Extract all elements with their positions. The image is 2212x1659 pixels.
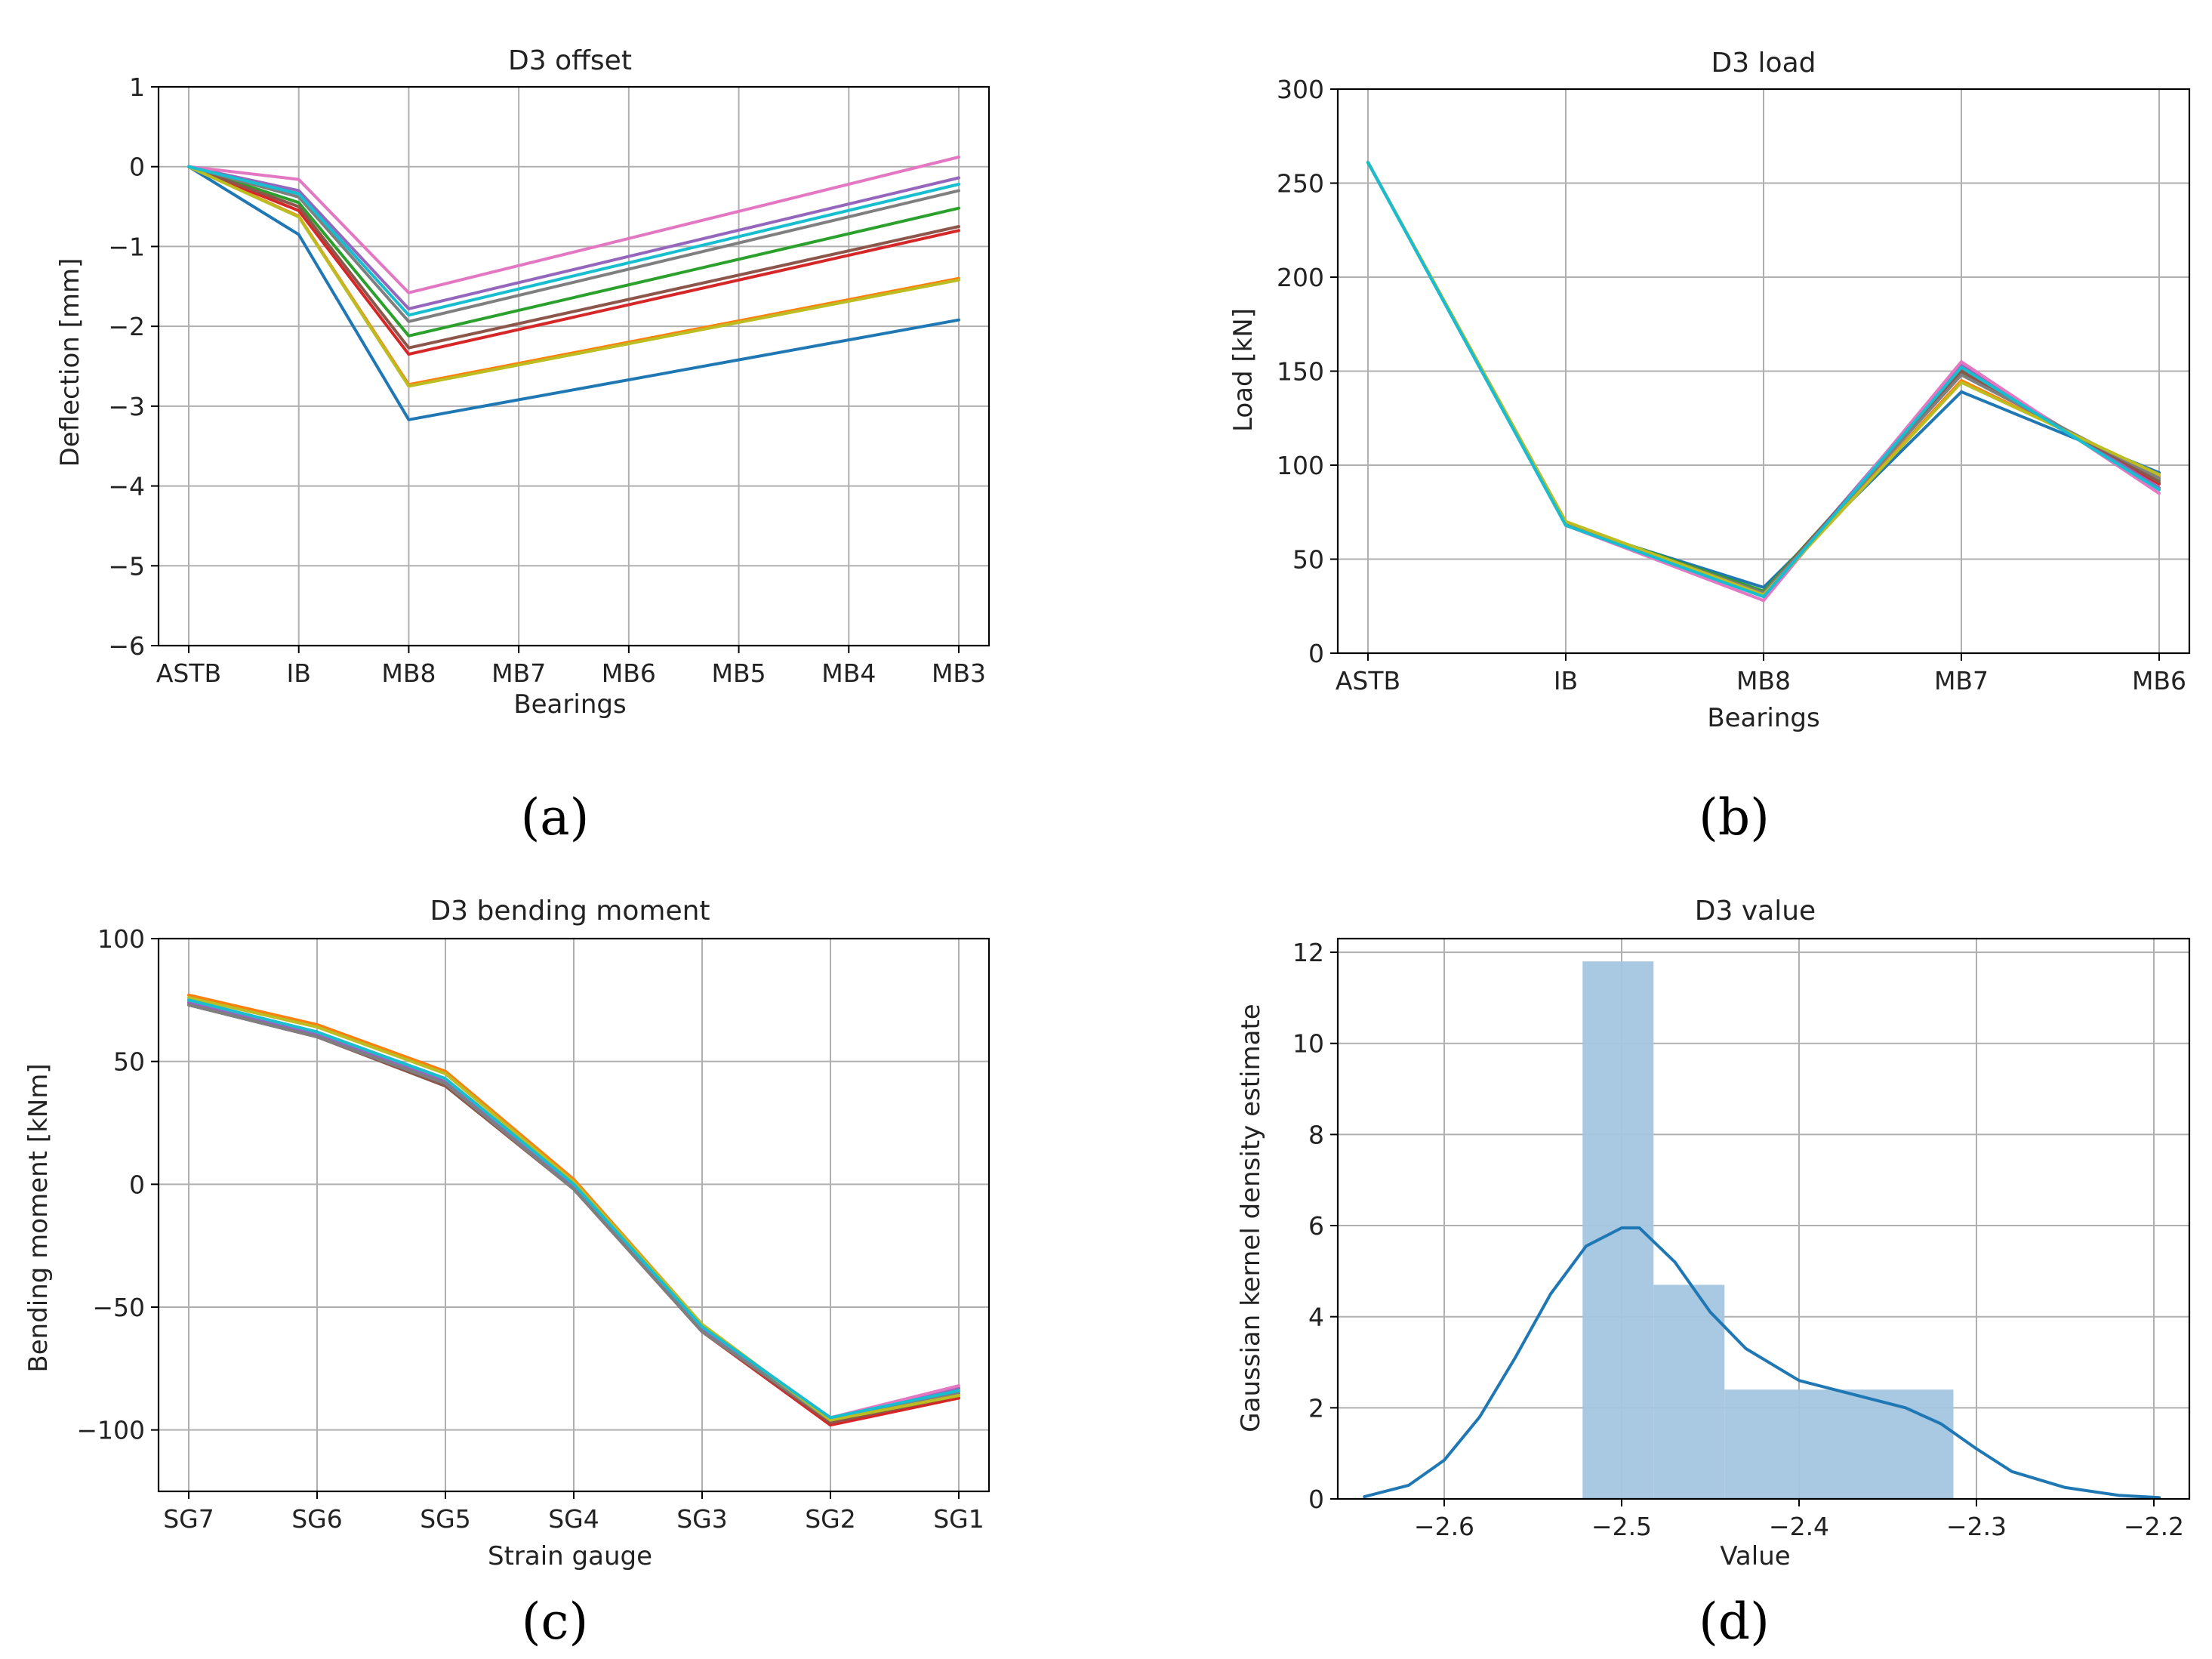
y-tick-label: 0 (1308, 1485, 1324, 1514)
x-tick-label: MB7 (1934, 666, 1989, 695)
y-tick-label: 4 (1308, 1303, 1324, 1332)
x-tick-label: MB6 (2132, 666, 2186, 695)
series-line-C6 (187, 156, 960, 294)
panel-c-xlabel: Strain gauge (488, 1541, 652, 1571)
y-tick-label: 200 (1277, 263, 1324, 292)
x-tick-label: IB (287, 658, 311, 688)
y-tick-label: 10 (1292, 1029, 1324, 1059)
y-tick-label: −4 (108, 472, 145, 501)
axes-frame (1336, 937, 2191, 1500)
x-tick-label: −2.4 (1769, 1512, 1829, 1541)
y-tick-label: 0 (129, 1170, 145, 1199)
x-tick-label: IB (1554, 666, 1578, 695)
y-tick-label: 100 (1277, 451, 1324, 480)
x-tick-label: SG7 (163, 1504, 214, 1534)
panel-d-title: D3 value (1695, 896, 1816, 927)
panel-c-title: D3 bending moment (430, 896, 710, 927)
panel-b-title: D3 load (1711, 48, 1816, 79)
panel-d-plot: −2.6 −2.5 −2.4 −2.3 −2.2 0 2 4 6 8 10 12 (1292, 937, 2191, 1541)
panel-c-plot: SG7 SG6 SG5 SG4 SG3 SG2 SG1 100 50 0 −50 −100 (76, 924, 990, 1534)
y-tick-label: 100 (97, 924, 145, 954)
y-tick-label: 250 (1277, 169, 1324, 199)
y-tick-label: 50 (113, 1047, 145, 1077)
y-tick-label: −5 (108, 551, 145, 581)
series-line-C0 (187, 165, 960, 421)
y-tick-label: 6 (1308, 1211, 1324, 1241)
x-tick-label: MB8 (1736, 666, 1791, 695)
y-tick-label: 2 (1308, 1393, 1324, 1423)
x-tick-label: MB4 (821, 658, 876, 688)
y-tick-label: −1 (108, 232, 145, 261)
x-tick-label: MB5 (712, 658, 766, 688)
y-tick-label: −50 (92, 1293, 145, 1322)
panel-b-label: (b) (1699, 788, 1770, 846)
series-line-C4 (187, 165, 960, 310)
x-tick-label: SG4 (548, 1504, 599, 1534)
y-tick-label: −2 (108, 312, 145, 341)
series-line-C2 (187, 165, 960, 338)
panel-a-label: (a) (521, 788, 590, 846)
series-line-C9 (1366, 161, 2161, 599)
x-tick-label: MB3 (932, 658, 986, 688)
y-tick-label: 0 (129, 153, 145, 182)
x-tick-label: ASTB (156, 658, 221, 688)
panel-c-ylabel: Bending moment [kNm] (23, 1063, 54, 1372)
panel-d-xlabel: Value (1720, 1541, 1790, 1571)
histogram-bar (1653, 1284, 1725, 1499)
panel-b-xlabel: Bearings (1707, 703, 1819, 733)
panel-d-ylabel: Gaussian kernel density estimate (1236, 1004, 1266, 1432)
panel-d: D3 value −2.6 −2.5 −2.4 −2.3 −2.2 0 2 4 6 8 10 12 V… (1236, 896, 2191, 1651)
series-line-C8 (187, 996, 960, 1422)
series-line-C7 (187, 165, 960, 323)
kde-line (1363, 1226, 2161, 1500)
panel-c: D3 bending moment SG7 SG6 SG5 SG4 SG3 SG2 SG1 1… (23, 896, 990, 1651)
x-tick-label: −2.2 (2124, 1512, 2184, 1541)
x-tick-label: SG3 (676, 1504, 728, 1534)
y-tick-label: 150 (1277, 357, 1324, 387)
y-tick-label: 12 (1292, 938, 1324, 967)
y-tick-label: −100 (76, 1416, 145, 1445)
y-tick-label: 300 (1277, 75, 1324, 104)
series-line-C8 (187, 165, 960, 388)
panel-c-label: (c) (522, 1593, 588, 1651)
x-tick-label: SG6 (291, 1504, 343, 1534)
panel-d-label: (d) (1699, 1593, 1770, 1651)
panel-a-plot: ASTB IB MB8 MB7 MB6 MB5 MB4 MB3 1 0 −1 −2 −3 −4 −5 −6 (108, 72, 990, 688)
histogram-bar (1724, 1389, 1954, 1499)
x-tick-label: SG5 (420, 1504, 471, 1534)
panel-a-ylabel: Deflection [mm] (55, 258, 85, 467)
x-tick-label: SG1 (933, 1504, 984, 1534)
panel-b-plot: ASTB IB MB8 MB7 MB6 0 50 100 150 200 250 300 (1277, 75, 2191, 695)
y-tick-label: −3 (108, 392, 145, 421)
x-tick-label: ASTB (1336, 666, 1400, 695)
x-tick-label: MB8 (381, 658, 436, 688)
y-tick-label: 8 (1308, 1120, 1324, 1149)
axes-frame (157, 85, 990, 647)
x-tick-label: −2.6 (1414, 1512, 1474, 1541)
y-tick-label: −6 (108, 631, 145, 661)
y-tick-label: 50 (1292, 545, 1324, 575)
x-tick-label: MB6 (602, 658, 656, 688)
x-tick-label: −2.5 (1591, 1512, 1652, 1541)
panel-b-ylabel: Load [kN] (1228, 308, 1258, 432)
y-tick-label: 0 (1308, 639, 1324, 668)
series-line-C9 (187, 165, 960, 317)
x-tick-label: MB7 (491, 658, 546, 688)
panel-a-xlabel: Bearings (513, 689, 626, 720)
panel-b: D3 load ASTB IB MB8 MB7 MB6 0 50 100 150 200 250 30… (1228, 48, 2191, 846)
x-tick-label: −2.3 (1946, 1512, 2007, 1541)
series-line-C3 (187, 165, 960, 356)
y-tick-label: 1 (129, 72, 145, 102)
panel-a-title: D3 offset (508, 45, 632, 76)
series-line-C5 (187, 165, 960, 350)
series-line-C9 (187, 998, 960, 1420)
panel-a: D3 offset ASTB IB MB8 MB7 MB6 MB5 MB4 MB3 1 0 −1 −2… (55, 45, 990, 846)
x-tick-label: SG2 (805, 1504, 856, 1534)
